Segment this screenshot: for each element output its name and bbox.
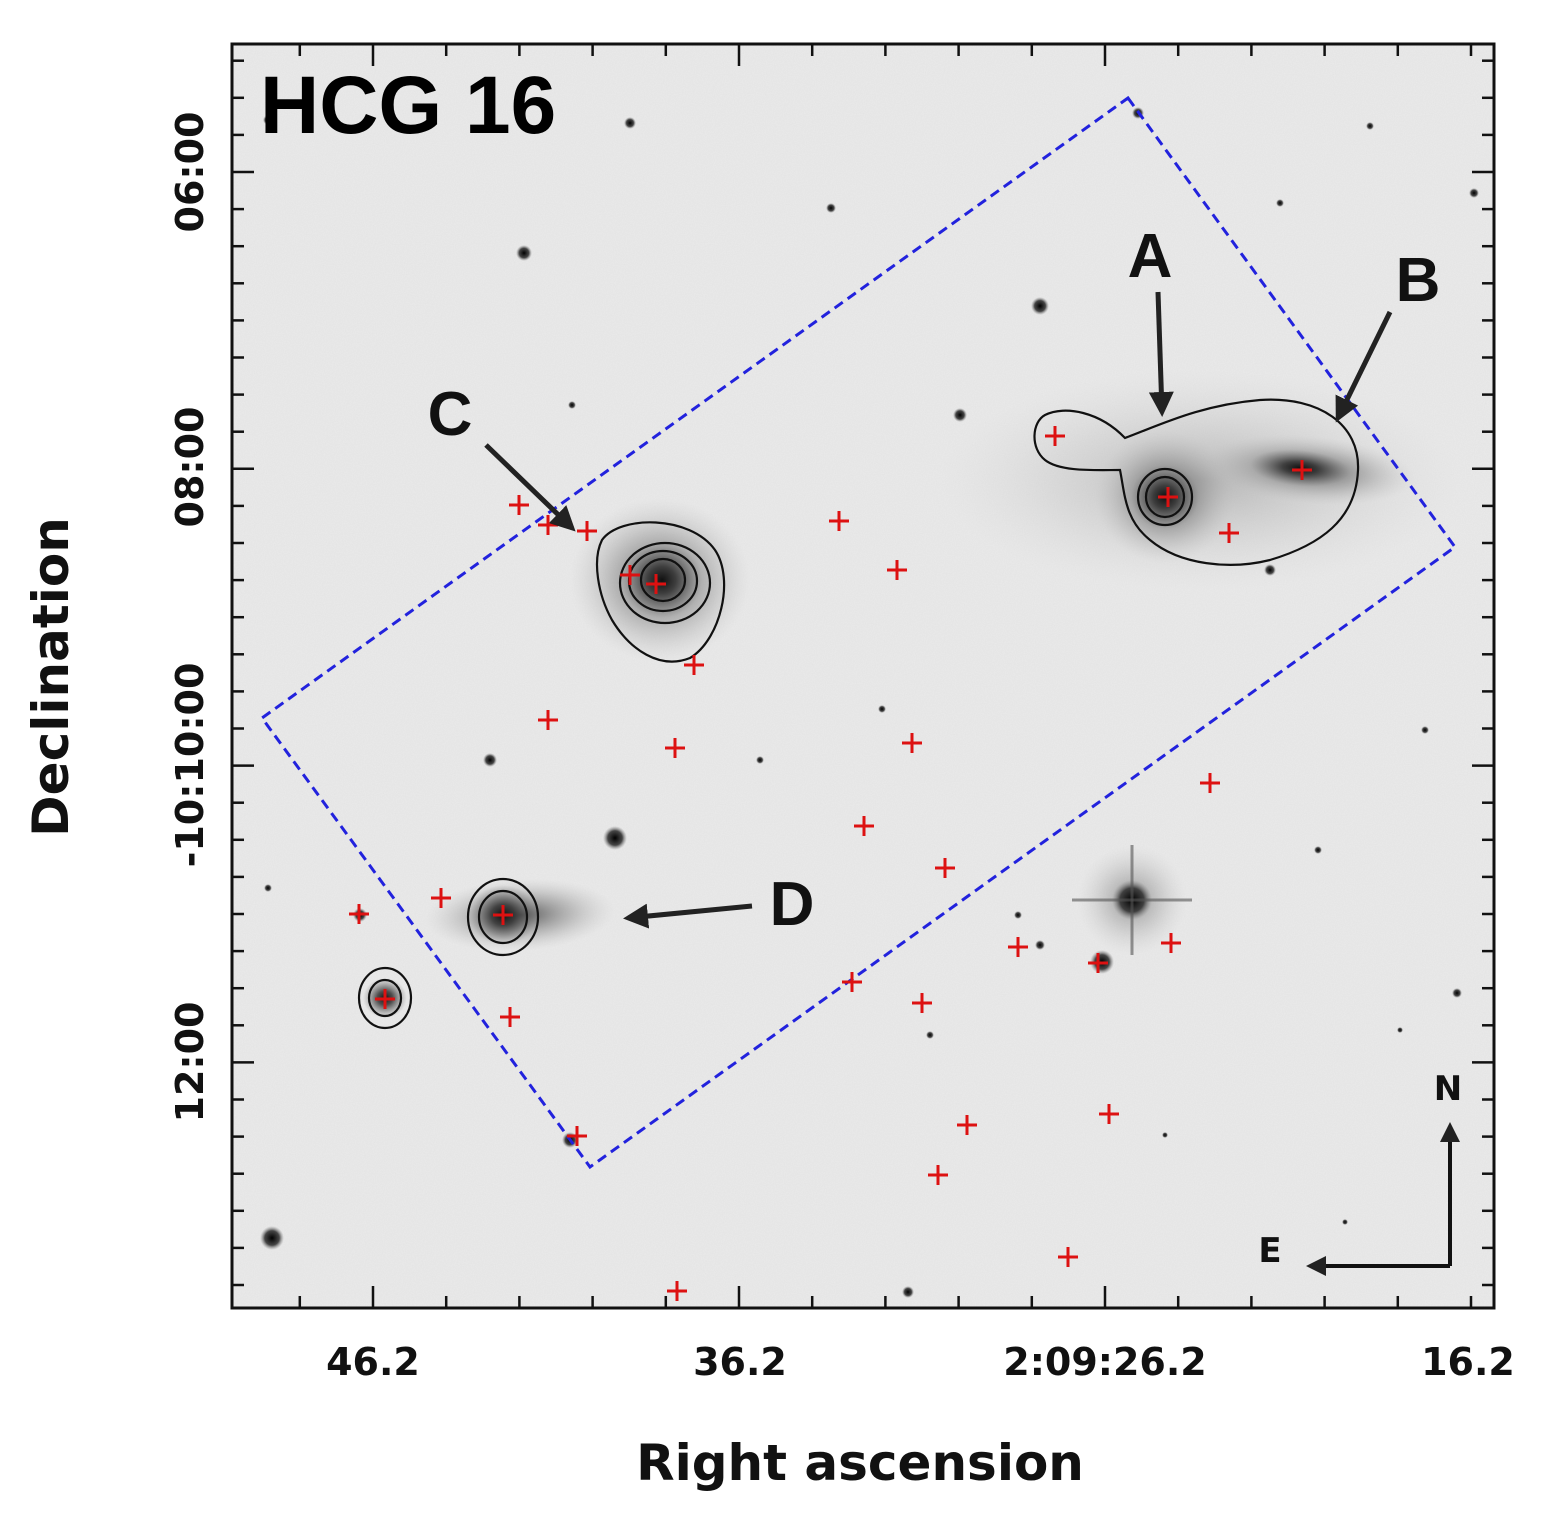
galaxy-annotations: A B C D bbox=[428, 222, 1441, 939]
source-marker bbox=[902, 733, 922, 753]
source-marker bbox=[829, 511, 849, 531]
label-galaxy-b: B bbox=[1396, 246, 1441, 315]
source-marker bbox=[684, 655, 704, 675]
x-tick-label: 2:09:26.2 bbox=[1003, 1340, 1206, 1384]
source-marker bbox=[1200, 773, 1220, 793]
source-marker bbox=[1158, 487, 1178, 507]
contour-left-inner bbox=[367, 978, 403, 1018]
y-tick-label: 08:00 bbox=[168, 407, 212, 528]
source-marker bbox=[1058, 1247, 1078, 1267]
field-stars bbox=[260, 107, 1479, 1298]
source-marker bbox=[509, 495, 529, 515]
source-marker bbox=[1161, 933, 1181, 953]
y-tick-label: 12:00 bbox=[168, 1002, 212, 1123]
arrow-galaxy-c bbox=[484, 443, 576, 532]
source-marker bbox=[538, 710, 558, 730]
source-marker bbox=[431, 888, 451, 908]
x-tick-label: 36.2 bbox=[693, 1340, 787, 1384]
source-marker bbox=[375, 989, 395, 1009]
source-marker bbox=[1088, 953, 1108, 973]
compass-east-label: E bbox=[1258, 1231, 1281, 1271]
contour-ab-outer bbox=[1033, 398, 1360, 566]
y-tick-labels: 06:00 08:00 -10:10:00 12:00 bbox=[168, 112, 212, 1123]
arrow-galaxy-a bbox=[1148, 291, 1174, 417]
source-marker bbox=[500, 1007, 520, 1027]
x-tick-label: 16.2 bbox=[1421, 1340, 1515, 1384]
contour-left-outer bbox=[357, 966, 413, 1030]
y-tick-label: 06:00 bbox=[168, 112, 212, 233]
arrow-galaxy-b bbox=[1335, 310, 1393, 423]
label-galaxy-a: A bbox=[1128, 222, 1173, 291]
bright-star bbox=[1072, 845, 1192, 955]
source-marker bbox=[1045, 426, 1065, 446]
contour-a-core bbox=[1144, 475, 1186, 519]
panel-title: HCG 16 bbox=[260, 60, 556, 151]
contour-a-inner bbox=[1136, 467, 1194, 527]
source-marker bbox=[646, 574, 666, 594]
contour-d-inner bbox=[477, 889, 529, 945]
source-markers bbox=[349, 426, 1312, 1301]
source-marker bbox=[912, 993, 932, 1013]
y-axis-title: Declination bbox=[22, 517, 80, 837]
contour-c-core bbox=[639, 557, 687, 603]
contour-c-mid bbox=[618, 541, 712, 625]
contour-d-outer bbox=[466, 877, 540, 957]
source-marker bbox=[854, 816, 874, 836]
sky-image bbox=[232, 44, 1494, 1308]
source-marker bbox=[667, 1281, 687, 1301]
source-marker bbox=[1099, 1104, 1119, 1124]
source-marker bbox=[887, 560, 907, 580]
source-marker bbox=[567, 1126, 587, 1146]
source-marker bbox=[349, 904, 369, 924]
source-marker bbox=[1008, 937, 1028, 957]
x-axis-title: Right ascension bbox=[636, 1434, 1084, 1492]
source-marker bbox=[928, 1165, 948, 1185]
source-marker bbox=[665, 738, 685, 758]
compass: N E bbox=[1258, 1069, 1462, 1276]
compass-north-label: N bbox=[1434, 1069, 1462, 1109]
arrow-galaxy-d bbox=[623, 903, 753, 929]
source-marker bbox=[577, 521, 597, 541]
source-marker bbox=[620, 565, 640, 585]
source-marker bbox=[842, 972, 862, 992]
label-galaxy-c: C bbox=[428, 380, 473, 449]
x-tick-labels: 46.2 36.2 2:09:26.2 16.2 bbox=[326, 1340, 1515, 1384]
y-tick-label: -10:10:00 bbox=[168, 663, 212, 868]
source-marker bbox=[957, 1115, 977, 1135]
axis-ticks bbox=[232, 44, 1494, 1308]
x-tick-label: 46.2 bbox=[326, 1340, 420, 1384]
source-marker bbox=[1292, 460, 1312, 480]
label-galaxy-d: D bbox=[770, 870, 815, 939]
plot-frame bbox=[230, 42, 1496, 1310]
source-marker bbox=[1219, 523, 1239, 543]
source-marker bbox=[493, 905, 513, 925]
source-marker bbox=[935, 858, 955, 878]
